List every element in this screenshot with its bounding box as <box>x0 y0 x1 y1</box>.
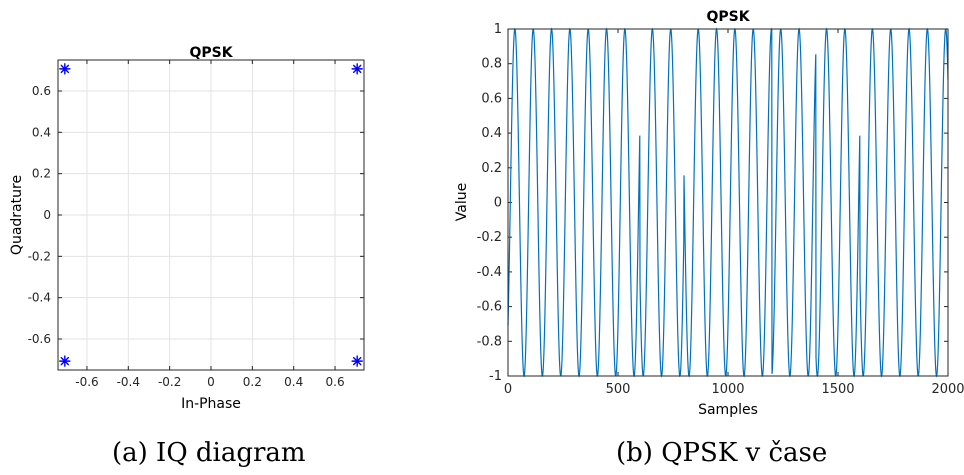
iq-x-axis-label: In-Phase <box>181 396 241 412</box>
qpsk-x-tick-label: 1500 <box>821 382 854 397</box>
qpsk-y-tick-label: 0.8 <box>481 57 502 72</box>
iq-x-tick-label: 0.4 <box>284 375 303 389</box>
qpsk-ticks: 0 500 1000 1500 2000 -1 -0.8 -0.6 -0.4 -0.2 0 0.2 0.… <box>477 22 964 397</box>
qpsk-y-tick-label: 0 <box>494 196 502 211</box>
qpsk-chart-title: QPSK <box>706 9 750 25</box>
qpsk-signal-line <box>507 27 949 378</box>
qpsk-x-axis-label: Samples <box>698 402 758 418</box>
qpsk-axes-frame <box>507 28 949 377</box>
iq-y-tick-label: 0.6 <box>32 84 51 98</box>
iq-y-tick-label: -0.2 <box>28 249 51 263</box>
iq-x-tick-label: 0.6 <box>326 375 345 389</box>
iq-x-tick-label: -0.2 <box>158 375 181 389</box>
iq-x-tick-label: -0.4 <box>117 375 140 389</box>
iq-chart-title: QPSK <box>189 45 233 61</box>
iq-y-tick-label: 0 <box>43 208 51 222</box>
iq-diagram-panel: -0.6 -0.4 -0.2 0 0.2 0.4 0.6 -0.6 -0.4 -0.2 0 0.2 0.… <box>9 45 365 412</box>
iq-y-tick-label: 0.2 <box>32 167 51 181</box>
iq-x-tick-label: 0.2 <box>243 375 262 389</box>
qpsk-y-tick-label: -0.6 <box>477 300 502 315</box>
iq-ticks: -0.6 -0.4 -0.2 0 0.2 0.4 0.6 -0.6 -0.4 -0.2 0 0.2 0.… <box>28 60 364 389</box>
iq-x-tick-label: -0.6 <box>75 375 98 389</box>
iq-grid <box>58 60 364 370</box>
qpsk-y-tick-label: 1 <box>494 22 502 37</box>
qpsk-y-tick-label: -1 <box>489 369 502 384</box>
iq-constellation-point <box>59 63 71 75</box>
qpsk-x-tick-label: 500 <box>606 382 631 397</box>
iq-constellation-point <box>351 63 363 75</box>
iq-constellation-point <box>59 355 71 367</box>
iq-y-axis-label: Quadrature <box>9 175 25 255</box>
iq-points <box>59 63 363 367</box>
figure-canvas: -0.6 -0.4 -0.2 0 0.2 0.4 0.6 -0.6 -0.4 -0.2 0 0.2 0.… <box>9 9 964 418</box>
qpsk-y-tick-label: 0.4 <box>481 126 502 141</box>
qpsk-y-tick-label: -0.4 <box>477 265 502 280</box>
iq-y-tick-label: -0.4 <box>28 291 51 305</box>
qpsk-y-tick-label: -0.8 <box>477 334 502 349</box>
qpsk-x-tick-label: 0 <box>504 382 512 397</box>
caption-a: (a) IQ diagram <box>112 438 306 468</box>
qpsk-axes-box <box>507 28 949 377</box>
qpsk-time-panel: 0 500 1000 1500 2000 -1 -0.8 -0.6 -0.4 -0.2 0 0.2 0.… <box>454 9 964 418</box>
caption-b: (b) QPSK v čase <box>616 438 828 468</box>
qpsk-y-tick-label: -0.2 <box>477 230 502 245</box>
iq-y-tick-label: -0.6 <box>28 332 51 346</box>
qpsk-y-tick-label: 0.2 <box>481 161 502 176</box>
iq-x-tick-label: 0 <box>207 375 215 389</box>
iq-constellation-point <box>351 355 363 367</box>
qpsk-y-tick-label: 0.6 <box>481 91 502 106</box>
qpsk-x-tick-label: 2000 <box>931 382 964 397</box>
iq-y-tick-label: 0.4 <box>32 125 51 139</box>
qpsk-x-tick-label: 1000 <box>711 382 744 397</box>
qpsk-y-axis-label: Value <box>454 183 470 221</box>
